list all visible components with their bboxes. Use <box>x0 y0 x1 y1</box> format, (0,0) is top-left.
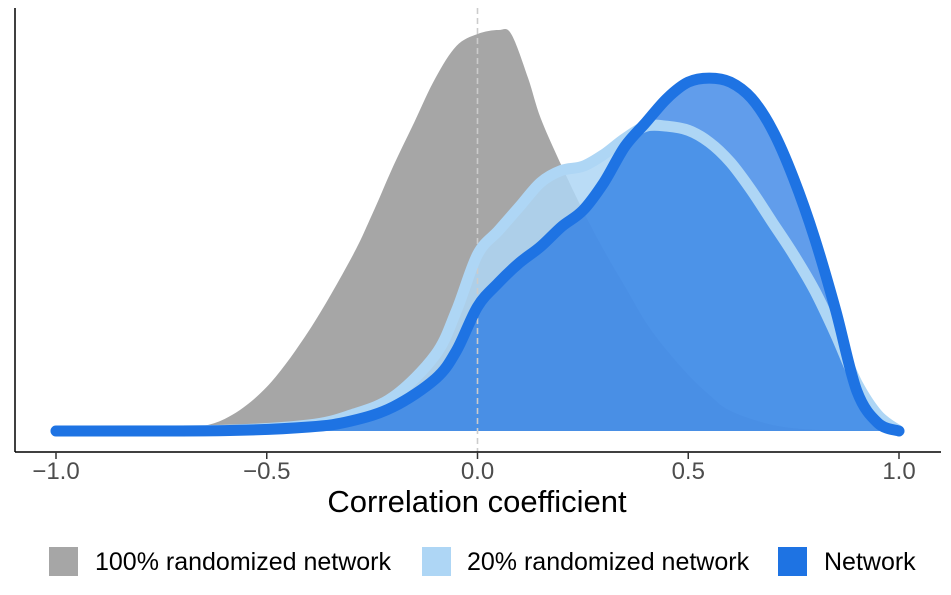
density-outlines <box>50 72 905 437</box>
legend: 100% randomized network 20% randomized ne… <box>49 547 916 576</box>
density-outline-20pct-randomized-network <box>50 119 905 437</box>
x-tick-label: 0.5 <box>672 458 705 485</box>
legend-swatch-20pct-randomized-network <box>422 547 451 576</box>
x-axis-title: Correlation coefficient <box>327 484 627 519</box>
legend-label-network: Network <box>824 548 916 576</box>
x-tick-label: −1.0 <box>32 458 79 485</box>
x-tick-label: −0.5 <box>243 458 290 485</box>
density-outline-network <box>50 72 905 437</box>
legend-swatch-100pct-randomized-network <box>49 547 78 576</box>
density-area-network <box>56 78 899 432</box>
legend-swatch-network <box>778 547 807 576</box>
x-tick-label: 0.0 <box>461 458 494 485</box>
legend-label-20pct-randomized-network: 20% randomized network <box>467 548 750 576</box>
x-tick-label: 1.0 <box>882 458 915 485</box>
x-axis-ticks: −1.0 −0.5 0.0 0.5 1.0 <box>32 452 916 485</box>
legend-label-100pct-randomized-network: 100% randomized network <box>95 548 391 576</box>
